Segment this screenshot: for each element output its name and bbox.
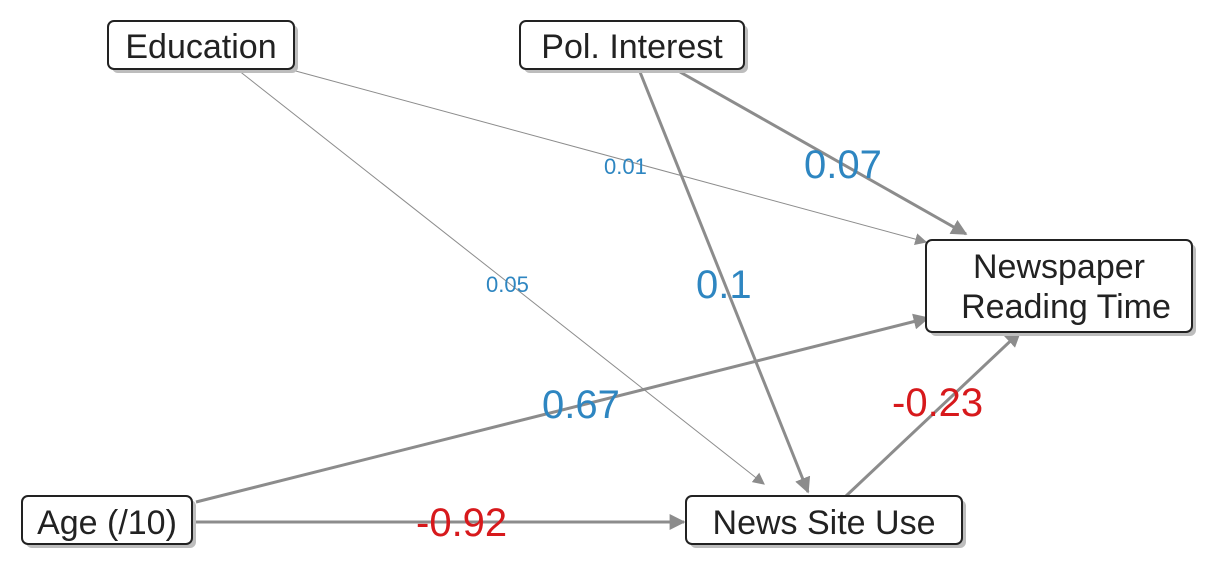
node-pol-interest-label: Pol. Interest: [541, 28, 723, 66]
edge-polinterest-to-news-site: [638, 71, 811, 494]
edge-age-to-newspaper: [195, 313, 930, 504]
edge-polinterest-to-newspaper: [679, 70, 968, 236]
node-news-site-use-label: News Site Use: [713, 504, 936, 542]
edge-education-to-newspaper: [291, 69, 928, 245]
node-newspaper-label-line2: Reading Time: [961, 288, 1171, 326]
node-newspaper-label-line1: Newspaper: [973, 248, 1145, 286]
node-age-label: Age (/10): [37, 504, 177, 542]
node-newspaper-reading-time: Newspaper Reading Time: [925, 239, 1196, 336]
coef-education-newspaper: 0.01: [604, 154, 647, 179]
coef-polinterest-news-site: 0.1: [696, 263, 752, 307]
coef-age-newspaper: 0.67: [542, 383, 620, 427]
edges: [195, 69, 1022, 530]
node-age: Age (/10): [21, 495, 196, 548]
node-news-site-use: News Site Use: [685, 495, 966, 548]
node-education-label: Education: [125, 28, 276, 66]
edge-education-to-news-site: [237, 69, 765, 485]
node-pol-interest: Pol. Interest: [519, 20, 748, 73]
coef-education-news-site: 0.05: [486, 272, 529, 297]
edge-news-site-to-newspaper: [844, 330, 1022, 498]
coef-age-news-site: -0.92: [416, 501, 507, 545]
node-education: Education: [107, 20, 298, 73]
coefficient-labels: 0.01 0.05 0.07 0.1 0.67 -0.92 -0.23: [416, 143, 983, 545]
coef-polinterest-newspaper: 0.07: [804, 143, 882, 187]
coef-news-site-newspaper: -0.23: [892, 381, 983, 425]
